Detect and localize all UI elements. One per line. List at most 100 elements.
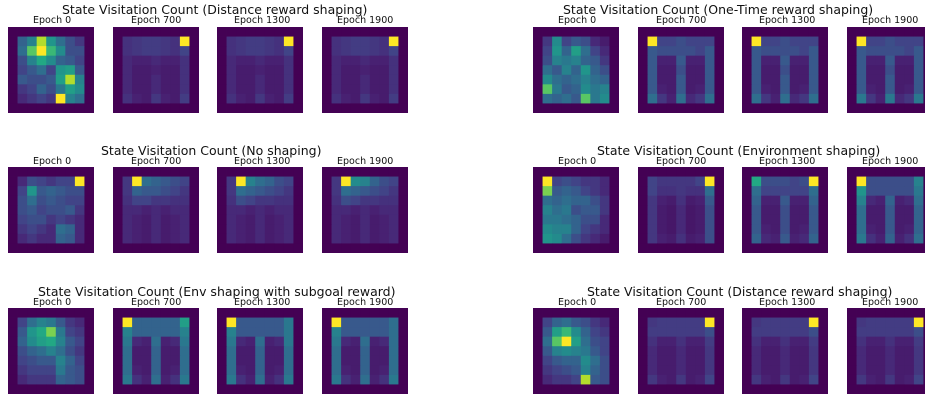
heatmap-cell [151, 205, 162, 216]
heatmap-cell [341, 327, 352, 338]
heatmap-cell [350, 93, 361, 104]
heatmap-cell [122, 317, 133, 328]
heatmap-cell [647, 365, 658, 376]
heatmap-cell [657, 355, 668, 366]
heatmap-cell [245, 384, 256, 394]
heatmap-cell [638, 55, 648, 66]
heatmap-cell [904, 195, 915, 206]
heatmap-cell [894, 243, 905, 253]
heatmap-cell [904, 84, 915, 95]
heatmap-cell [571, 355, 582, 366]
heatmap-cell [780, 214, 791, 225]
heatmap-cell [226, 167, 237, 177]
heatmap-cell [561, 327, 572, 338]
heatmap-cell [360, 355, 371, 366]
heatmap-svg [638, 308, 724, 394]
heatmap-cell [122, 195, 133, 206]
heatmap-cell [751, 308, 762, 318]
heatmap-cell [160, 55, 171, 66]
heatmap-cell [866, 84, 877, 95]
heatmap-cell [217, 243, 227, 253]
heatmap-cell [609, 27, 619, 37]
heatmap-cell [46, 336, 57, 347]
heatmap-cell [904, 384, 915, 394]
heatmap-cell [847, 317, 857, 328]
heatmap-cell [799, 317, 810, 328]
heatmap-cell [580, 346, 591, 357]
heatmap-cell [856, 103, 867, 113]
heatmap-cell [245, 214, 256, 225]
heatmap-cell [27, 233, 38, 244]
heatmap-cell [638, 243, 648, 253]
heatmap-cell [751, 205, 762, 216]
heatmap-cell [571, 327, 582, 338]
heatmap-cell [894, 224, 905, 235]
heatmap-cell [657, 308, 668, 318]
heatmap-cell [751, 355, 762, 366]
heatmap-cell [189, 365, 199, 376]
heatmap-cell [398, 27, 408, 37]
heatmap-cell [552, 167, 563, 177]
heatmap-cell [552, 186, 563, 197]
heatmap-cell [542, 243, 553, 253]
heatmap-cell [714, 36, 724, 47]
heatmap-cell [350, 336, 361, 347]
heatmap-cell [638, 384, 648, 394]
heatmap-cell [799, 384, 810, 394]
heatmap-cell [770, 93, 781, 104]
heatmap-cell [657, 65, 668, 76]
heatmap-cell [398, 214, 408, 225]
heatmap-cell [65, 65, 76, 76]
heatmap-cell [122, 243, 133, 253]
heatmap-cell [388, 233, 399, 244]
heatmap-cell [379, 308, 390, 318]
heatmap-cell [360, 167, 371, 177]
heatmap-cell [113, 336, 123, 347]
heatmap-cell [170, 167, 181, 177]
heatmap-cell [866, 55, 877, 66]
heatmap-cell [789, 205, 800, 216]
heatmap-cell [255, 186, 266, 197]
heatmap-cell [122, 176, 133, 187]
heatmap-cell [46, 74, 57, 85]
heatmap-cell [599, 243, 610, 253]
heatmap-cell [379, 384, 390, 394]
heatmap-cell [542, 46, 553, 57]
heatmap-cell [542, 327, 553, 338]
heatmap-cell [322, 65, 332, 76]
heatmap-cell [657, 233, 668, 244]
heatmap-cell [379, 374, 390, 385]
heatmap-cell [46, 195, 57, 206]
heatmap-cell [913, 103, 924, 113]
heatmap-cell [388, 243, 399, 253]
heatmap-cell [141, 308, 152, 318]
heatmap-svg [8, 27, 94, 113]
heatmap-cell [388, 224, 399, 235]
heatmap-cell [65, 186, 76, 197]
heatmap-cell [170, 224, 181, 235]
heatmap-cell [217, 346, 227, 357]
heatmap-cell [341, 224, 352, 235]
heatmap-cell [122, 308, 133, 318]
heatmap-cell [770, 205, 781, 216]
heatmap-cell [638, 233, 648, 244]
heatmap-cell [27, 84, 38, 95]
heatmap-cell [141, 55, 152, 66]
heatmap-cell [894, 186, 905, 197]
heatmap-cell [170, 233, 181, 244]
heatmap-cell [923, 84, 925, 95]
heatmap-cell [84, 93, 94, 104]
heatmap-cell [122, 167, 133, 177]
heatmap-cell [761, 308, 772, 318]
heatmap-cell [36, 93, 47, 104]
heatmap-cell [398, 355, 408, 366]
heatmap-cell [875, 233, 886, 244]
heatmap-cell [913, 84, 924, 95]
heatmap-cell [46, 36, 57, 47]
heatmap-cell [685, 167, 696, 177]
heatmap-cell [761, 317, 772, 328]
heatmap-cell [360, 46, 371, 57]
heatmap-cell [369, 327, 380, 338]
heatmap-cell [264, 167, 275, 177]
heatmap-cell [245, 205, 256, 216]
